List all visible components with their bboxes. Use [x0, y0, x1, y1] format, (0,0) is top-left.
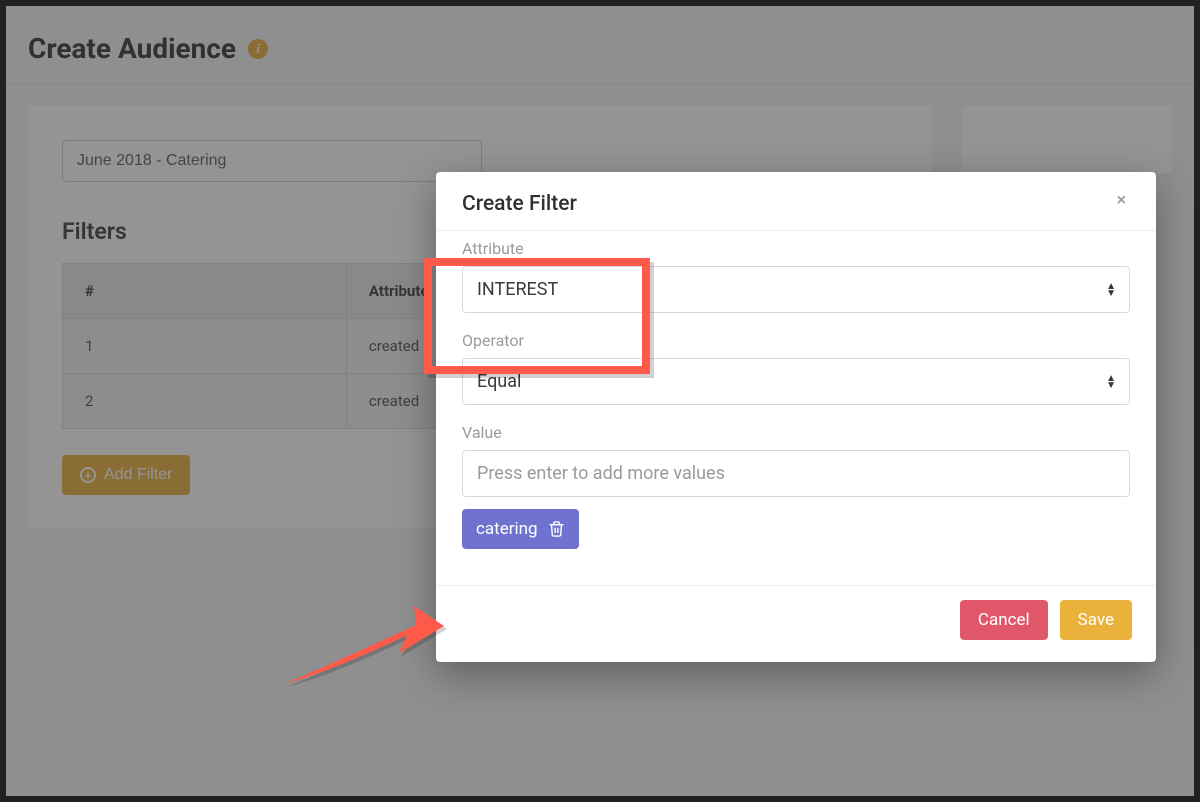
close-icon[interactable]: × [1113, 192, 1130, 210]
create-filter-modal: Create Filter × Attribute INTEREST Opera… [436, 172, 1156, 662]
modal-body: Attribute INTEREST Operator Equal Value … [436, 230, 1156, 585]
trash-icon[interactable] [548, 520, 565, 538]
attribute-group: Attribute INTEREST [462, 239, 1130, 313]
value-tag-label: catering [476, 519, 538, 539]
value-group: Value catering [462, 423, 1130, 549]
value-tag[interactable]: catering [462, 509, 579, 549]
save-button[interactable]: Save [1060, 600, 1132, 640]
modal-title: Create Filter [462, 192, 577, 216]
attribute-select[interactable]: INTEREST [462, 266, 1130, 313]
modal-header: Create Filter × [436, 172, 1156, 230]
modal-footer: Cancel Save [436, 585, 1156, 662]
operator-group: Operator Equal [462, 331, 1130, 405]
cancel-button[interactable]: Cancel [960, 600, 1048, 640]
value-label: Value [462, 423, 1130, 442]
operator-label: Operator [462, 331, 1130, 350]
operator-select[interactable]: Equal [462, 358, 1130, 405]
value-input[interactable] [462, 450, 1130, 497]
attribute-label: Attribute [462, 239, 1130, 258]
